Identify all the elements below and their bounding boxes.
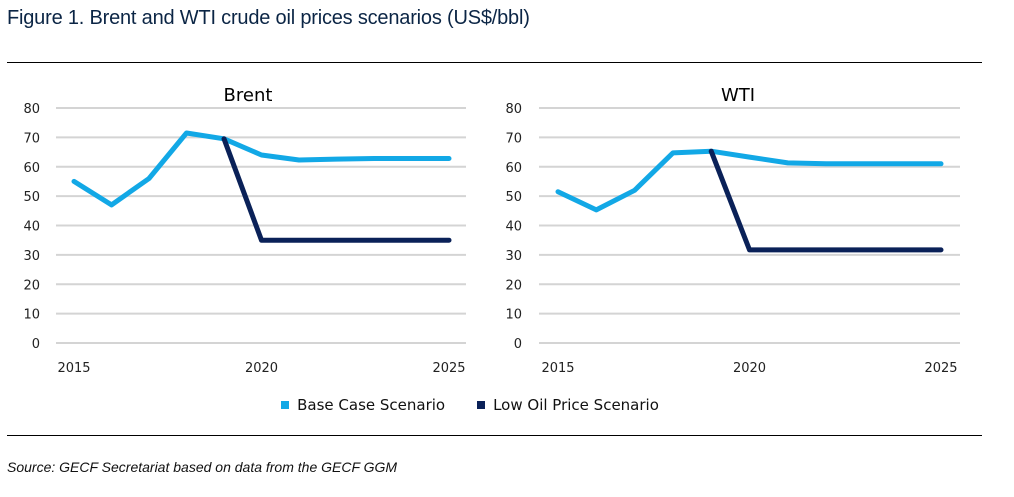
low-oil-price-line xyxy=(221,136,452,243)
wti-chart: WTI 0 10 20 30 40 50 60 70 80 2015 2020 2025 xyxy=(505,85,960,376)
y-tick-label: 80 xyxy=(23,102,40,117)
base-case-line xyxy=(71,130,452,208)
top-divider xyxy=(7,62,982,63)
y-tick-label: 0 xyxy=(32,337,40,352)
y-tick-label: 40 xyxy=(23,220,40,235)
figure-title: Figure 1. Brent and WTI crude oil prices… xyxy=(7,7,530,29)
y-tick-label: 10 xyxy=(23,308,40,323)
legend-item-low-oil-price: Low Oil Price Scenario xyxy=(477,396,659,414)
y-tick-label: 80 xyxy=(505,102,522,117)
source-note: Source: GECF Secretariat based on data f… xyxy=(7,459,398,475)
y-tick-label: 70 xyxy=(505,131,522,146)
low-oil-price-swatch-icon xyxy=(477,401,486,409)
x-tick-label: 2025 xyxy=(432,361,465,376)
brent-chart: Brent 0 10 20 30 40 50 60 70 80 2015 2020 2025 xyxy=(23,85,466,376)
y-tick-label: 60 xyxy=(505,161,522,176)
y-tick-label: 20 xyxy=(23,278,40,293)
base-case-line xyxy=(555,148,944,213)
bottom-divider xyxy=(7,435,982,436)
low-oil-price-line xyxy=(708,148,944,253)
y-tick-label: 0 xyxy=(514,337,522,352)
x-tick-label: 2020 xyxy=(733,361,766,376)
x-tick-label: 2025 xyxy=(924,361,957,376)
y-tick-label: 10 xyxy=(505,308,522,323)
x-tick-label: 2015 xyxy=(541,361,574,376)
legend-item-base-case: Base Case Scenario xyxy=(281,396,445,414)
y-tick-label: 30 xyxy=(23,249,40,264)
y-tick-label: 50 xyxy=(505,190,522,205)
legend: Base Case Scenario Low Oil Price Scenari… xyxy=(0,396,940,414)
y-tick-label: 60 xyxy=(23,161,40,176)
panel-title: Brent xyxy=(224,85,273,106)
y-tick-label: 20 xyxy=(505,278,522,293)
panel-title: WTI xyxy=(721,85,755,106)
charts-canvas: Brent 0 10 20 30 40 50 60 70 80 2015 2020 2025 WTI 0 1… xyxy=(23,85,960,376)
x-tick-label: 2020 xyxy=(245,361,278,376)
legend-label: Low Oil Price Scenario xyxy=(493,396,659,414)
legend-label: Base Case Scenario xyxy=(297,396,446,414)
y-tick-label: 30 xyxy=(505,249,522,264)
y-tick-label: 70 xyxy=(23,131,40,146)
y-tick-label: 50 xyxy=(23,190,40,205)
base-case-swatch-icon xyxy=(281,401,290,409)
x-tick-label: 2015 xyxy=(57,361,90,376)
y-tick-label: 40 xyxy=(505,220,522,235)
